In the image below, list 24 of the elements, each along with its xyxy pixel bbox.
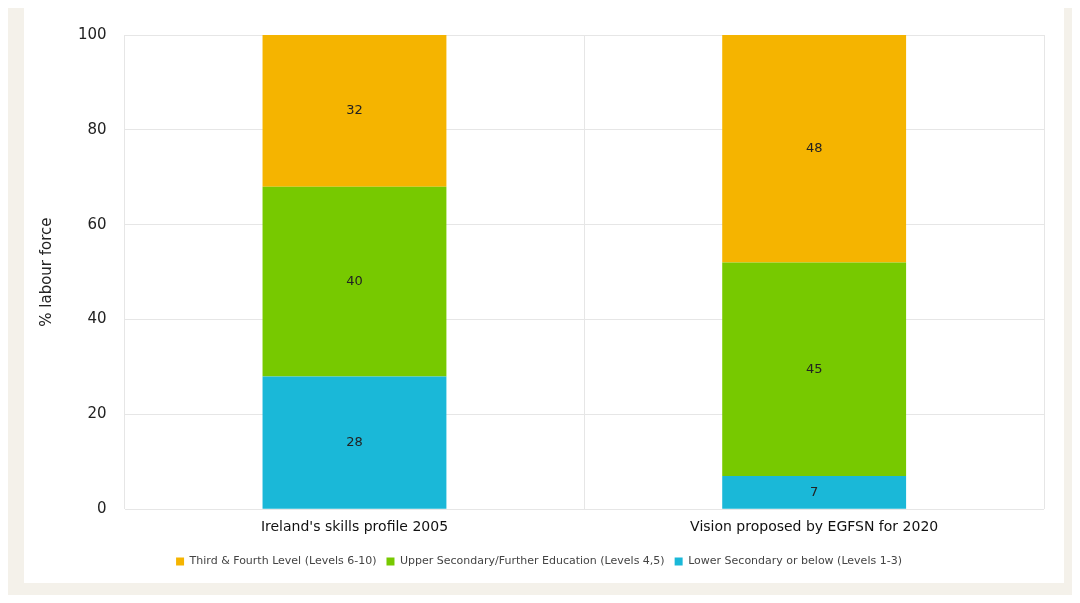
bar [262,186,447,377]
x-tick-label: Vision proposed by EGFSN for 2020 [690,518,939,535]
y-tick-label: 20 [87,404,107,423]
data-label: 7 [810,483,819,499]
legend-label: Upper Secondary/Further Education (Levels 4,5) [399,554,665,568]
data-label: 32 [346,102,363,118]
bar [722,35,907,263]
data-label: 48 [805,140,823,156]
y-tick-label: 0 [97,499,107,518]
y-tick-label: 80 [87,119,107,138]
y-tick-label: 40 [87,309,107,328]
legend-label: Lower Secondary or below (Levels 1-3) [688,554,902,568]
data-label: 45 [805,360,823,376]
bar [722,262,907,477]
data-label: 40 [346,272,363,288]
data-label: 28 [346,433,363,449]
bar [262,376,447,509]
bar [722,476,907,509]
y-axis-title: % labour force [36,217,55,327]
legend-label: Third & Fourth Level (Levels 6-10) [188,554,377,568]
y-tick-label: 100 [77,24,107,43]
x-tick-label: Ireland's skills profile 2005 [260,518,449,535]
y-tick-label: 60 [87,214,107,233]
bar [262,35,447,187]
